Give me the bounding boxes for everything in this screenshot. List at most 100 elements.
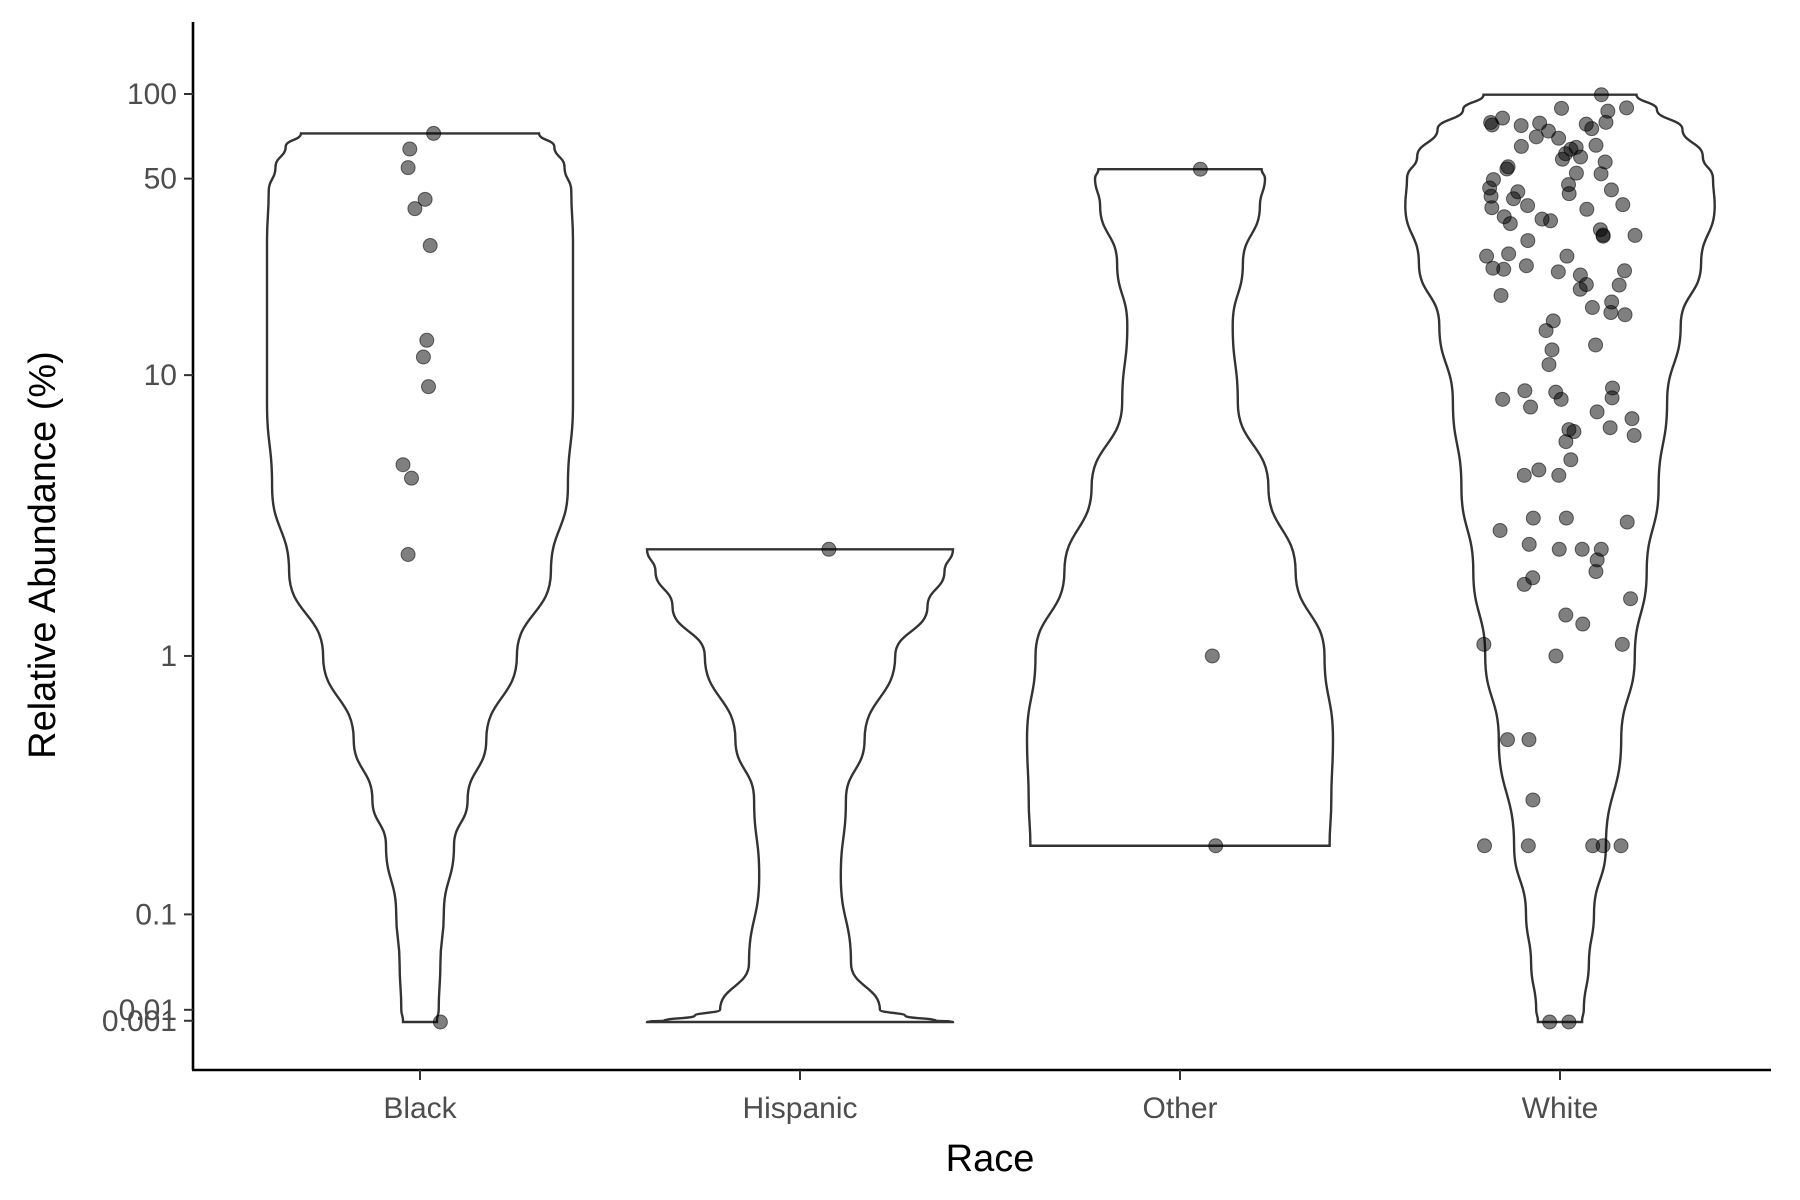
data-point-white xyxy=(1528,129,1544,145)
data-point-white xyxy=(1624,411,1640,427)
data-point-other xyxy=(1204,648,1220,664)
data-point-white xyxy=(1563,452,1579,468)
data-point-white xyxy=(1592,222,1608,238)
x-tick-label: Hispanic xyxy=(742,1092,857,1125)
data-point-white xyxy=(1588,337,1604,353)
data-point-black xyxy=(417,191,433,207)
points xyxy=(395,87,1643,1030)
data-point-white xyxy=(1588,137,1604,153)
data-point-white xyxy=(1532,115,1548,131)
data-point-white xyxy=(1593,541,1609,557)
data-point-white xyxy=(1496,209,1512,225)
data-point-white xyxy=(1550,264,1566,280)
y-tick-label: 0.001 xyxy=(102,1005,177,1038)
data-point-white xyxy=(1572,267,1588,283)
data-point-white xyxy=(1523,399,1539,415)
data-point-white xyxy=(1548,648,1564,664)
data-point-white xyxy=(1623,591,1639,607)
data-point-white xyxy=(1617,307,1633,323)
y-tick-label: 10 xyxy=(144,359,177,392)
data-point-white xyxy=(1603,182,1619,198)
y-tick-label: 0.1 xyxy=(135,898,177,931)
data-point-white xyxy=(1561,1014,1577,1030)
data-point-white xyxy=(1534,211,1550,227)
data-point-white xyxy=(1568,139,1584,155)
data-point-white xyxy=(1517,383,1533,399)
data-point-white xyxy=(1600,103,1616,119)
data-point-white xyxy=(1520,198,1536,214)
data-point-white xyxy=(1627,227,1643,243)
data-point-white xyxy=(1558,510,1574,526)
data-point-white xyxy=(1619,514,1635,530)
data-point-black xyxy=(415,349,431,365)
data-point-white xyxy=(1477,838,1493,854)
data-point-white xyxy=(1605,380,1621,396)
data-point-white xyxy=(1516,467,1532,483)
x-axis-ticks: Black Hispanic Other White xyxy=(383,1070,1598,1125)
data-point-white xyxy=(1485,172,1501,188)
data-point-white xyxy=(1495,110,1511,126)
data-point-white xyxy=(1520,838,1536,854)
data-point-white xyxy=(1531,462,1547,478)
data-point-white xyxy=(1626,427,1642,443)
data-point-white xyxy=(1495,391,1511,407)
data-point-black xyxy=(407,201,423,217)
data-point-white xyxy=(1568,165,1584,181)
data-point-white xyxy=(1579,201,1595,217)
violin-black xyxy=(265,132,575,1024)
data-point-black xyxy=(426,125,442,141)
data-point-white xyxy=(1561,422,1577,438)
data-point-white xyxy=(1548,384,1564,400)
data-point-white xyxy=(1615,197,1631,213)
data-point-white xyxy=(1525,792,1541,808)
data-point-black xyxy=(404,470,419,486)
x-axis-title: Race xyxy=(946,1138,1035,1180)
data-point-white xyxy=(1584,299,1600,315)
violin-hispanic xyxy=(645,548,955,1024)
data-point-white xyxy=(1510,184,1526,200)
data-point-white xyxy=(1617,263,1633,279)
data-point-black xyxy=(400,160,416,176)
data-point-white xyxy=(1476,636,1492,652)
data-point-white xyxy=(1597,154,1613,170)
data-point-white xyxy=(1561,177,1577,193)
y-tick-label: 0.01 xyxy=(119,994,177,1027)
data-point-white xyxy=(1525,510,1541,526)
data-point-black xyxy=(402,141,418,157)
y-tick-label: 1 xyxy=(160,640,177,673)
violin-other xyxy=(1025,168,1335,847)
data-point-white xyxy=(1575,616,1591,632)
data-point-other xyxy=(1192,161,1208,177)
data-point-white xyxy=(1500,159,1516,175)
y-axis-title: Relative Abundance (%) xyxy=(22,351,64,759)
data-point-white xyxy=(1500,732,1516,748)
data-point-white xyxy=(1493,287,1509,303)
data-point-white xyxy=(1558,607,1574,623)
data-point-white xyxy=(1485,260,1501,276)
data-point-other xyxy=(1208,838,1224,854)
data-point-white xyxy=(1589,404,1605,420)
data-point-white xyxy=(1525,570,1541,586)
data-point-white xyxy=(1520,233,1536,249)
data-point-white xyxy=(1602,420,1618,436)
data-point-white xyxy=(1614,636,1630,652)
data-point-white xyxy=(1545,313,1561,329)
x-tick-label: Other xyxy=(1142,1092,1217,1125)
violins xyxy=(265,93,1716,1024)
data-point-black xyxy=(422,238,438,254)
data-point-white xyxy=(1611,277,1627,293)
violin-white xyxy=(1404,93,1716,1024)
data-point-white xyxy=(1604,294,1620,310)
data-point-hispanic xyxy=(821,541,837,557)
data-point-white xyxy=(1513,118,1529,134)
data-point-white xyxy=(1613,838,1629,854)
data-point-white xyxy=(1574,541,1590,557)
data-point-white xyxy=(1518,258,1534,274)
data-point-black xyxy=(395,457,411,473)
data-point-white xyxy=(1492,523,1508,539)
data-point-white xyxy=(1542,1014,1558,1030)
data-point-black xyxy=(419,332,435,348)
data-point-white xyxy=(1619,100,1635,116)
